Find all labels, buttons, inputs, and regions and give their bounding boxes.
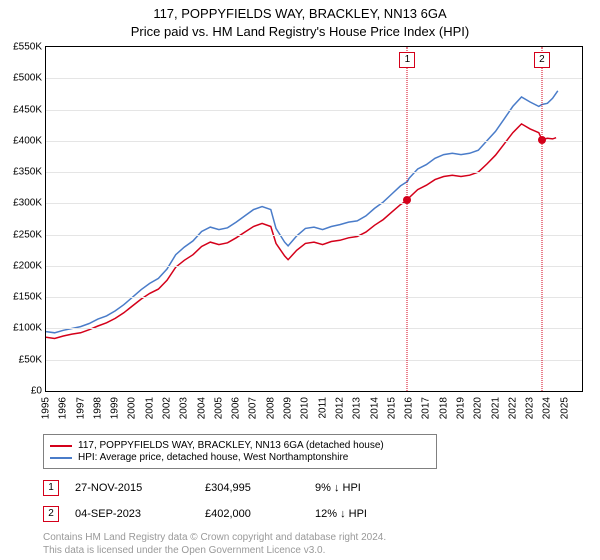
chart-xtick-label: 2009	[283, 397, 294, 419]
chart-xtick-label: 2000	[127, 397, 138, 419]
chart-xtick-label: 2016	[404, 397, 415, 419]
chart-ytick-label: £150K	[13, 292, 42, 303]
chart-sale-guide	[407, 47, 408, 391]
chart-ytick-label: £300K	[13, 198, 42, 209]
chart-subtitle: Price paid vs. HM Land Registry's House …	[0, 24, 600, 39]
legend-row: 117, POPPYFIELDS WAY, BRACKLEY, NN13 6GA…	[50, 440, 430, 451]
chart-xtick-label: 2020	[473, 397, 484, 419]
chart-ytick-label: £0	[31, 386, 42, 397]
sale-price: £304,995	[205, 482, 315, 494]
chart-xtick-label: 2003	[179, 397, 190, 419]
sale-row: 1 27-NOV-2015£304,9959% ↓ HPI	[43, 480, 425, 496]
chart-xtick-label: 2004	[196, 397, 207, 419]
chart-gridline	[46, 266, 582, 267]
chart-gridline	[46, 328, 582, 329]
chart-legend: 117, POPPYFIELDS WAY, BRACKLEY, NN13 6GA…	[43, 434, 437, 469]
sale-diff: 12% ↓ HPI	[315, 508, 425, 520]
chart-xtick-label: 2008	[265, 397, 276, 419]
legend-swatch	[50, 457, 72, 459]
chart-xtick-label: 2014	[369, 397, 380, 419]
chart-ytick-label: £50K	[19, 354, 42, 365]
chart-gridline	[46, 141, 582, 142]
chart-ytick-label: £500K	[13, 73, 42, 84]
chart-ytick-label: £400K	[13, 135, 42, 146]
legend-label: 117, POPPYFIELDS WAY, BRACKLEY, NN13 6GA…	[78, 440, 384, 451]
chart-xtick-label: 2022	[507, 397, 518, 419]
chart-gridline	[46, 297, 582, 298]
chart-xtick-label: 2007	[248, 397, 259, 419]
chart-ytick-label: £200K	[13, 260, 42, 271]
footer-line-1: Contains HM Land Registry data © Crown c…	[43, 532, 386, 543]
chart-gridline	[46, 235, 582, 236]
chart-sale-dot	[538, 136, 546, 144]
chart-xtick-label: 2002	[162, 397, 173, 419]
chart-xtick-label: 2017	[421, 397, 432, 419]
chart-sale-marker-box: 2	[534, 52, 550, 68]
chart-xtick-label: 1997	[75, 397, 86, 419]
chart-xtick-label: 2021	[490, 397, 501, 419]
chart-xtick-label: 2011	[317, 397, 328, 419]
footer-line-2: This data is licensed under the Open Gov…	[43, 545, 325, 556]
chart-xtick-label: 2025	[559, 397, 570, 419]
legend-swatch	[50, 445, 72, 447]
sale-diff: 9% ↓ HPI	[315, 482, 425, 494]
chart-gridline	[46, 110, 582, 111]
sale-number-box: 2	[43, 506, 59, 522]
sale-number-box: 1	[43, 480, 59, 496]
sale-date: 04-SEP-2023	[75, 508, 205, 520]
chart-xtick-label: 2013	[352, 397, 363, 419]
chart-lines-svg	[46, 47, 582, 391]
chart-xtick-label: 2006	[231, 397, 242, 419]
chart-xtick-label: 1999	[110, 397, 121, 419]
chart-xtick-label: 2023	[525, 397, 536, 419]
sale-price: £402,000	[205, 508, 315, 520]
chart-xtick-label: 2012	[334, 397, 345, 419]
chart-xtick-label: 1996	[58, 397, 69, 419]
chart-ytick-label: £450K	[13, 104, 42, 115]
chart-xtick-label: 2018	[438, 397, 449, 419]
chart-ytick-label: £550K	[13, 42, 42, 53]
sale-date: 27-NOV-2015	[75, 482, 205, 494]
chart-ytick-label: £350K	[13, 167, 42, 178]
legend-row: HPI: Average price, detached house, West…	[50, 452, 430, 463]
chart-xtick-label: 2001	[144, 397, 155, 419]
chart-sale-marker-box: 1	[399, 52, 415, 68]
chart-xtick-label: 1998	[92, 397, 103, 419]
chart-gridline	[46, 203, 582, 204]
chart-gridline	[46, 360, 582, 361]
chart-xtick-label: 2005	[213, 397, 224, 419]
chart-sale-dot	[403, 196, 411, 204]
chart-gridline	[46, 78, 582, 79]
chart-xtick-label: 2010	[300, 397, 311, 419]
chart-xtick-label: 2015	[386, 397, 397, 419]
chart-title: 117, POPPYFIELDS WAY, BRACKLEY, NN13 6GA	[0, 6, 600, 21]
chart-xtick-label: 2024	[542, 397, 553, 419]
chart-plot-area: £0£50K£100K£150K£200K£250K£300K£350K£400…	[45, 46, 583, 392]
chart-xtick-label: 2019	[455, 397, 466, 419]
sale-row: 2 04-SEP-2023£402,00012% ↓ HPI	[43, 506, 425, 522]
chart-ytick-label: £250K	[13, 229, 42, 240]
chart-gridline	[46, 172, 582, 173]
chart-ytick-label: £100K	[13, 323, 42, 334]
legend-label: HPI: Average price, detached house, West…	[78, 452, 348, 463]
chart-sale-guide	[541, 47, 542, 391]
chart-xtick-label: 1995	[41, 397, 52, 419]
